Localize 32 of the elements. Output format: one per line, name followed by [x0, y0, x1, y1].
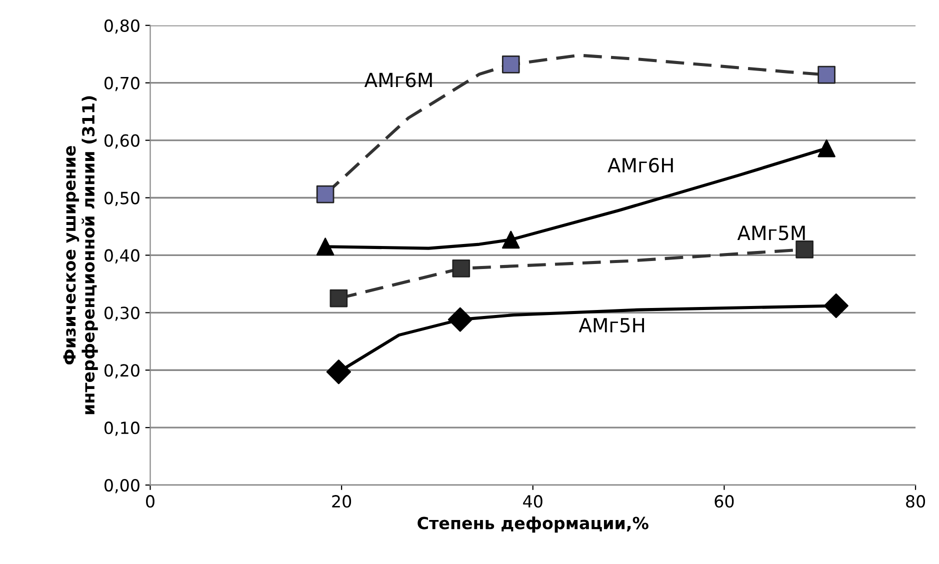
y-tick-label: 0,70 — [104, 76, 140, 92]
x-tick-label: 20 — [332, 495, 352, 508]
y-tick-label: 0,10 — [104, 422, 140, 436]
point — [502, 230, 520, 249]
point — [326, 360, 352, 384]
point — [818, 66, 836, 84]
y-tick-label: 0,00 — [104, 479, 140, 494]
y-tick-label: 0,40 — [104, 249, 140, 264]
series-label: АМг5М — [737, 226, 805, 240]
series-label: АМг5Н — [578, 318, 644, 333]
y-tick-label: 0,60 — [104, 134, 140, 149]
point — [796, 240, 814, 258]
series-label: АМг6М — [364, 72, 432, 88]
x-tick-label: 60 — [714, 495, 734, 508]
x-tick-label: 80 — [906, 495, 926, 508]
y-tick-label: 0,80 — [104, 19, 140, 34]
point — [824, 293, 848, 318]
point — [316, 185, 334, 204]
point — [448, 307, 472, 332]
y-axis-title: Физическое уширение интерференционной линии (311) — [63, 96, 98, 414]
x-tick-label: 40 — [523, 495, 542, 508]
point — [502, 56, 520, 74]
x-axis-title: Степень деформации,% — [418, 516, 648, 533]
series-label: АМг6Н — [608, 158, 673, 173]
y-tick-label: 0,50 — [104, 192, 140, 206]
y-tick-label: 0,30 — [104, 306, 140, 321]
point — [316, 238, 334, 256]
y-tick-label: 0,20 — [104, 364, 140, 378]
x-tick-label: 0 — [146, 495, 154, 508]
point — [452, 260, 470, 278]
point — [330, 289, 348, 308]
point — [818, 139, 836, 158]
